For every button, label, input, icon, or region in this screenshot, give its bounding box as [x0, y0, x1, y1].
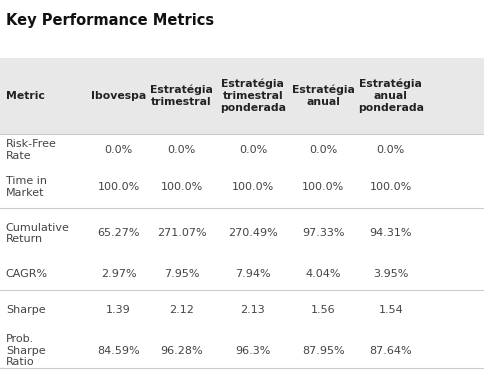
Text: Ibovespa: Ibovespa: [91, 91, 146, 101]
Bar: [0, 58, 484, 134]
Text: 270.49%: 270.49%: [228, 228, 278, 238]
Text: 1.56: 1.56: [311, 305, 335, 315]
Text: 100.0%: 100.0%: [160, 182, 203, 192]
Text: 97.33%: 97.33%: [302, 228, 344, 238]
Text: Estratégia
anual: Estratégia anual: [292, 85, 354, 107]
Text: 7.95%: 7.95%: [164, 269, 199, 279]
Text: Estratégia
trimestral
ponderada: Estratégia trimestral ponderada: [220, 79, 286, 113]
Text: Risk-Free
Rate: Risk-Free Rate: [6, 139, 57, 161]
Text: Cumulative
Return: Cumulative Return: [6, 222, 70, 244]
Text: 100.0%: 100.0%: [97, 182, 140, 192]
Text: Key Performance Metrics: Key Performance Metrics: [6, 13, 214, 28]
Text: Sharpe: Sharpe: [6, 305, 45, 315]
Text: 0.0%: 0.0%: [239, 145, 267, 155]
Text: 3.95%: 3.95%: [373, 269, 408, 279]
Text: 0.0%: 0.0%: [377, 145, 405, 155]
Text: 2.12: 2.12: [169, 305, 194, 315]
Text: 84.59%: 84.59%: [97, 346, 140, 356]
Text: 2.97%: 2.97%: [101, 269, 136, 279]
Text: 2.13: 2.13: [241, 305, 265, 315]
Text: Metric: Metric: [6, 91, 45, 101]
Text: CAGR%: CAGR%: [6, 269, 48, 279]
Text: 94.31%: 94.31%: [370, 228, 412, 238]
Text: Estratégia
anual
ponderada: Estratégia anual ponderada: [358, 79, 424, 113]
Text: 100.0%: 100.0%: [370, 182, 412, 192]
Text: 0.0%: 0.0%: [167, 145, 196, 155]
Text: 87.64%: 87.64%: [369, 346, 412, 356]
Text: 271.07%: 271.07%: [157, 228, 206, 238]
Text: Time in
Market: Time in Market: [6, 176, 47, 198]
Text: 7.94%: 7.94%: [235, 269, 271, 279]
Text: 1.39: 1.39: [106, 305, 131, 315]
Text: 87.95%: 87.95%: [302, 346, 345, 356]
Text: 1.54: 1.54: [378, 305, 403, 315]
Text: 4.04%: 4.04%: [305, 269, 341, 279]
Text: 100.0%: 100.0%: [232, 182, 274, 192]
Text: 96.3%: 96.3%: [235, 346, 271, 356]
Text: Estratégia
trimestral: Estratégia trimestral: [150, 85, 213, 107]
Text: 100.0%: 100.0%: [302, 182, 344, 192]
Text: 0.0%: 0.0%: [309, 145, 337, 155]
Text: 96.28%: 96.28%: [160, 346, 203, 356]
Text: Prob.
Sharpe
Ratio: Prob. Sharpe Ratio: [6, 334, 45, 367]
Text: 65.27%: 65.27%: [97, 228, 140, 238]
Text: 0.0%: 0.0%: [105, 145, 133, 155]
